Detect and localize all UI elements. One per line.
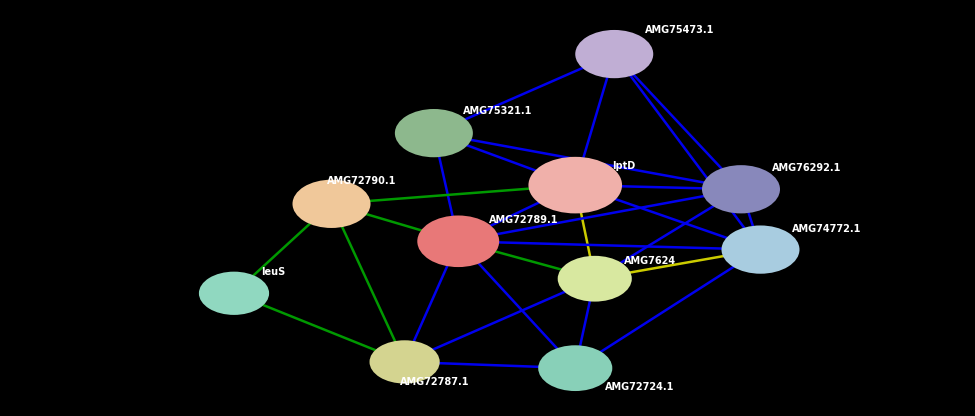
Ellipse shape [558, 256, 632, 302]
Text: AMG72724.1: AMG72724.1 [604, 382, 674, 392]
Text: AMG74772.1: AMG74772.1 [792, 224, 861, 234]
Ellipse shape [722, 225, 800, 274]
Ellipse shape [292, 180, 370, 228]
Text: AMG75321.1: AMG75321.1 [463, 106, 532, 116]
Ellipse shape [199, 272, 269, 315]
Ellipse shape [702, 165, 780, 213]
Ellipse shape [575, 30, 653, 78]
Ellipse shape [417, 215, 499, 267]
Text: AMG72789.1: AMG72789.1 [489, 215, 559, 225]
Ellipse shape [395, 109, 473, 157]
Ellipse shape [538, 345, 612, 391]
Text: AMG72790.1: AMG72790.1 [327, 176, 396, 186]
Text: AMG72787.1: AMG72787.1 [400, 377, 469, 387]
Ellipse shape [370, 340, 440, 384]
Text: AMG76292.1: AMG76292.1 [772, 163, 841, 173]
Text: AMG75473.1: AMG75473.1 [645, 25, 715, 35]
Ellipse shape [528, 157, 622, 213]
Text: AMG7624: AMG7624 [624, 256, 676, 266]
Text: lptD: lptD [612, 161, 636, 171]
Text: leuS: leuS [261, 267, 286, 277]
